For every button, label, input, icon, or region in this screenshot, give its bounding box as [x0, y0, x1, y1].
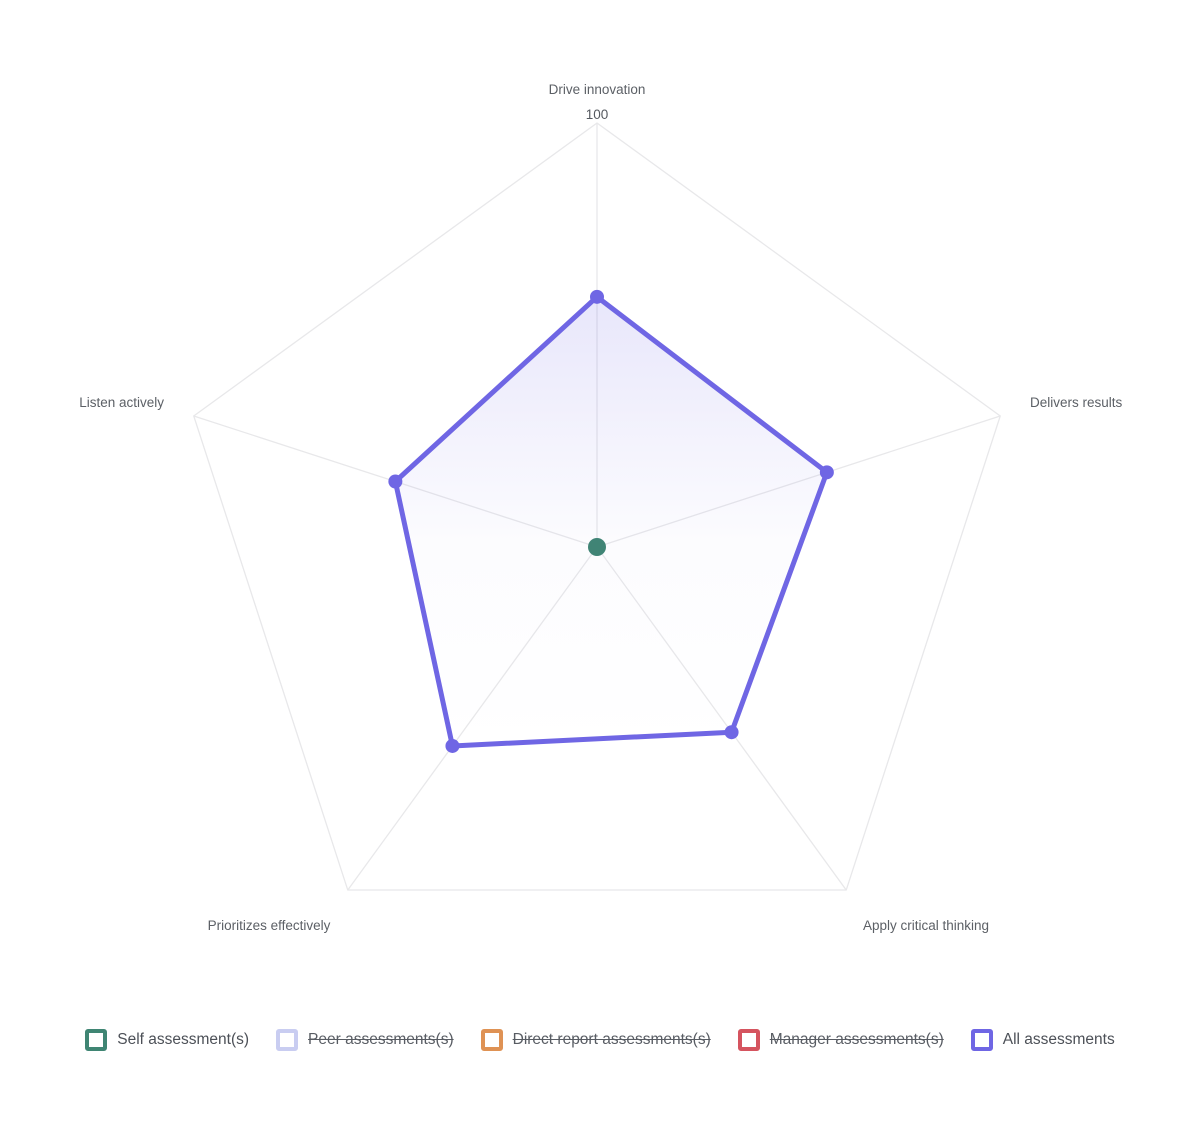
- legend-item-all-assessments[interactable]: All assessments: [970, 1029, 1115, 1051]
- axis-label-delivers-results: Delivers results: [1030, 395, 1123, 410]
- legend-item-manager-assessments-s[interactable]: Manager assessments(s): [737, 1029, 944, 1051]
- axis-label-apply-critical-thinking: Apply critical thinking: [863, 918, 989, 933]
- legend-label-peer-assessments-s: Peer assessments(s): [308, 1031, 454, 1048]
- legend-swatch-direct-report-assessments-s: [480, 1029, 503, 1051]
- radar-grid-ring: [192, 122, 1002, 891]
- legend-item-self-assessment-s[interactable]: Self assessment(s): [85, 1029, 249, 1051]
- legend-label-direct-report-assessments-s: Direct report assessments(s): [512, 1031, 711, 1048]
- legend-swatch-peer-assessments-s: [276, 1029, 299, 1051]
- series-point-all-assessments: [590, 289, 604, 304]
- axis-label-prioritizes-effectively: Prioritizes effectively: [208, 918, 331, 933]
- series-point-all-assessments: [445, 738, 460, 753]
- legend-item-peer-assessments-s[interactable]: Peer assessments(s): [276, 1029, 454, 1051]
- legend-label-self-assessment-s: Self assessment(s): [117, 1031, 250, 1048]
- chart-legend: Self assessment(s) Peer assessments(s) Dir…: [0, 1029, 1200, 1051]
- legend-label-manager-assessments-s: Manager assessments(s): [769, 1031, 944, 1048]
- series-point-all-assessments: [724, 725, 739, 740]
- legend-label-all-assessments: All assessments: [1002, 1031, 1115, 1048]
- axis-label-drive-innovation: Drive innovation: [549, 82, 646, 97]
- axis-tick-max: 100: [586, 107, 609, 122]
- legend-swatch-self-assessment-s: [85, 1029, 108, 1051]
- series-polygon-all-assessments: [392, 294, 830, 749]
- legend-item-direct-report-assessments-s[interactable]: Direct report assessments(s): [480, 1029, 711, 1051]
- legend-swatch-all-assessments: [970, 1029, 993, 1051]
- legend-swatch-manager-assessments-s: [737, 1029, 760, 1051]
- axis-label-listen-actively: Listen actively: [79, 395, 164, 410]
- series-point-all-assessments: [388, 474, 403, 489]
- series-point-all-assessments: [819, 465, 834, 480]
